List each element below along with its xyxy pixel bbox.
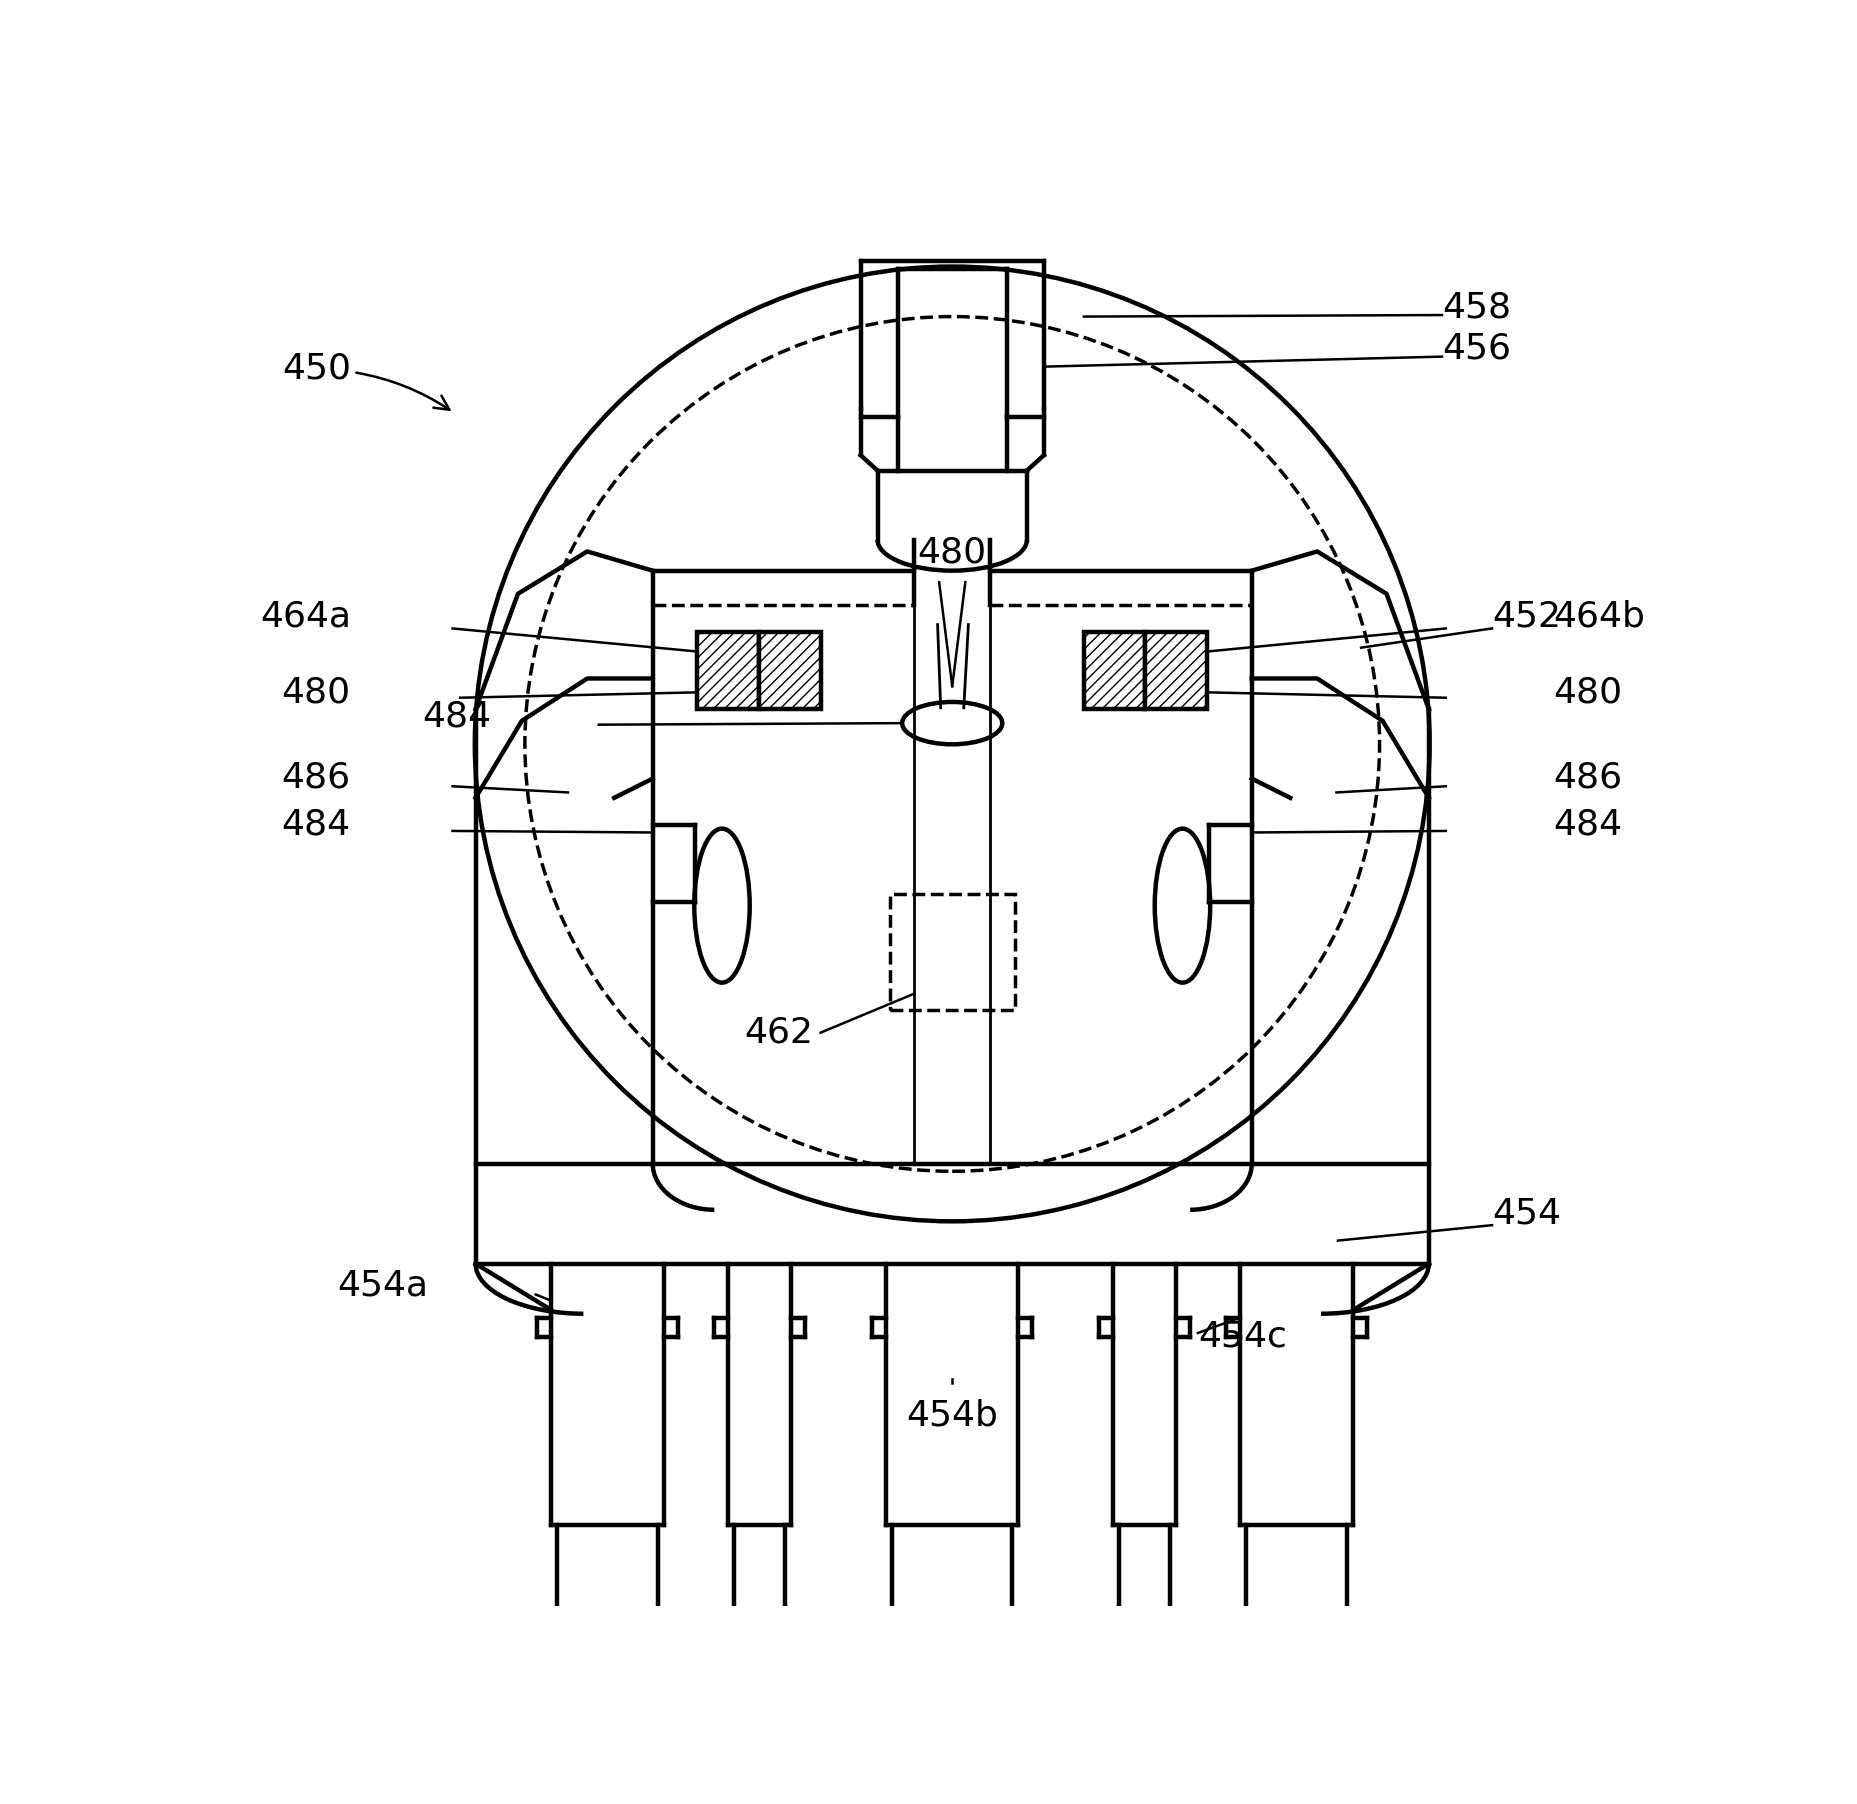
Text: 452: 452 bbox=[1491, 601, 1560, 633]
Text: 484: 484 bbox=[282, 808, 351, 842]
Text: 454a: 454a bbox=[336, 1268, 427, 1302]
Text: 486: 486 bbox=[282, 759, 351, 794]
Bar bbox=[758, 631, 821, 709]
Text: 464a: 464a bbox=[260, 601, 351, 633]
Text: 456: 456 bbox=[1441, 332, 1510, 366]
Text: 484: 484 bbox=[1552, 808, 1621, 842]
Text: 464b: 464b bbox=[1552, 601, 1645, 633]
Bar bbox=[696, 631, 758, 709]
Bar bbox=[1146, 631, 1207, 709]
Text: 480: 480 bbox=[917, 536, 986, 568]
Bar bbox=[890, 895, 1014, 1010]
Text: 462: 462 bbox=[743, 1016, 812, 1050]
Text: 480: 480 bbox=[1552, 675, 1621, 709]
Bar bbox=[1083, 631, 1146, 709]
Text: 486: 486 bbox=[1552, 759, 1621, 794]
Text: 458: 458 bbox=[1441, 290, 1510, 325]
Text: 450: 450 bbox=[282, 352, 449, 410]
Text: 454c: 454c bbox=[1198, 1321, 1287, 1353]
Text: 480: 480 bbox=[282, 675, 351, 709]
Text: 484: 484 bbox=[422, 700, 490, 734]
Text: 454b: 454b bbox=[906, 1398, 997, 1432]
Text: 454: 454 bbox=[1491, 1196, 1560, 1230]
